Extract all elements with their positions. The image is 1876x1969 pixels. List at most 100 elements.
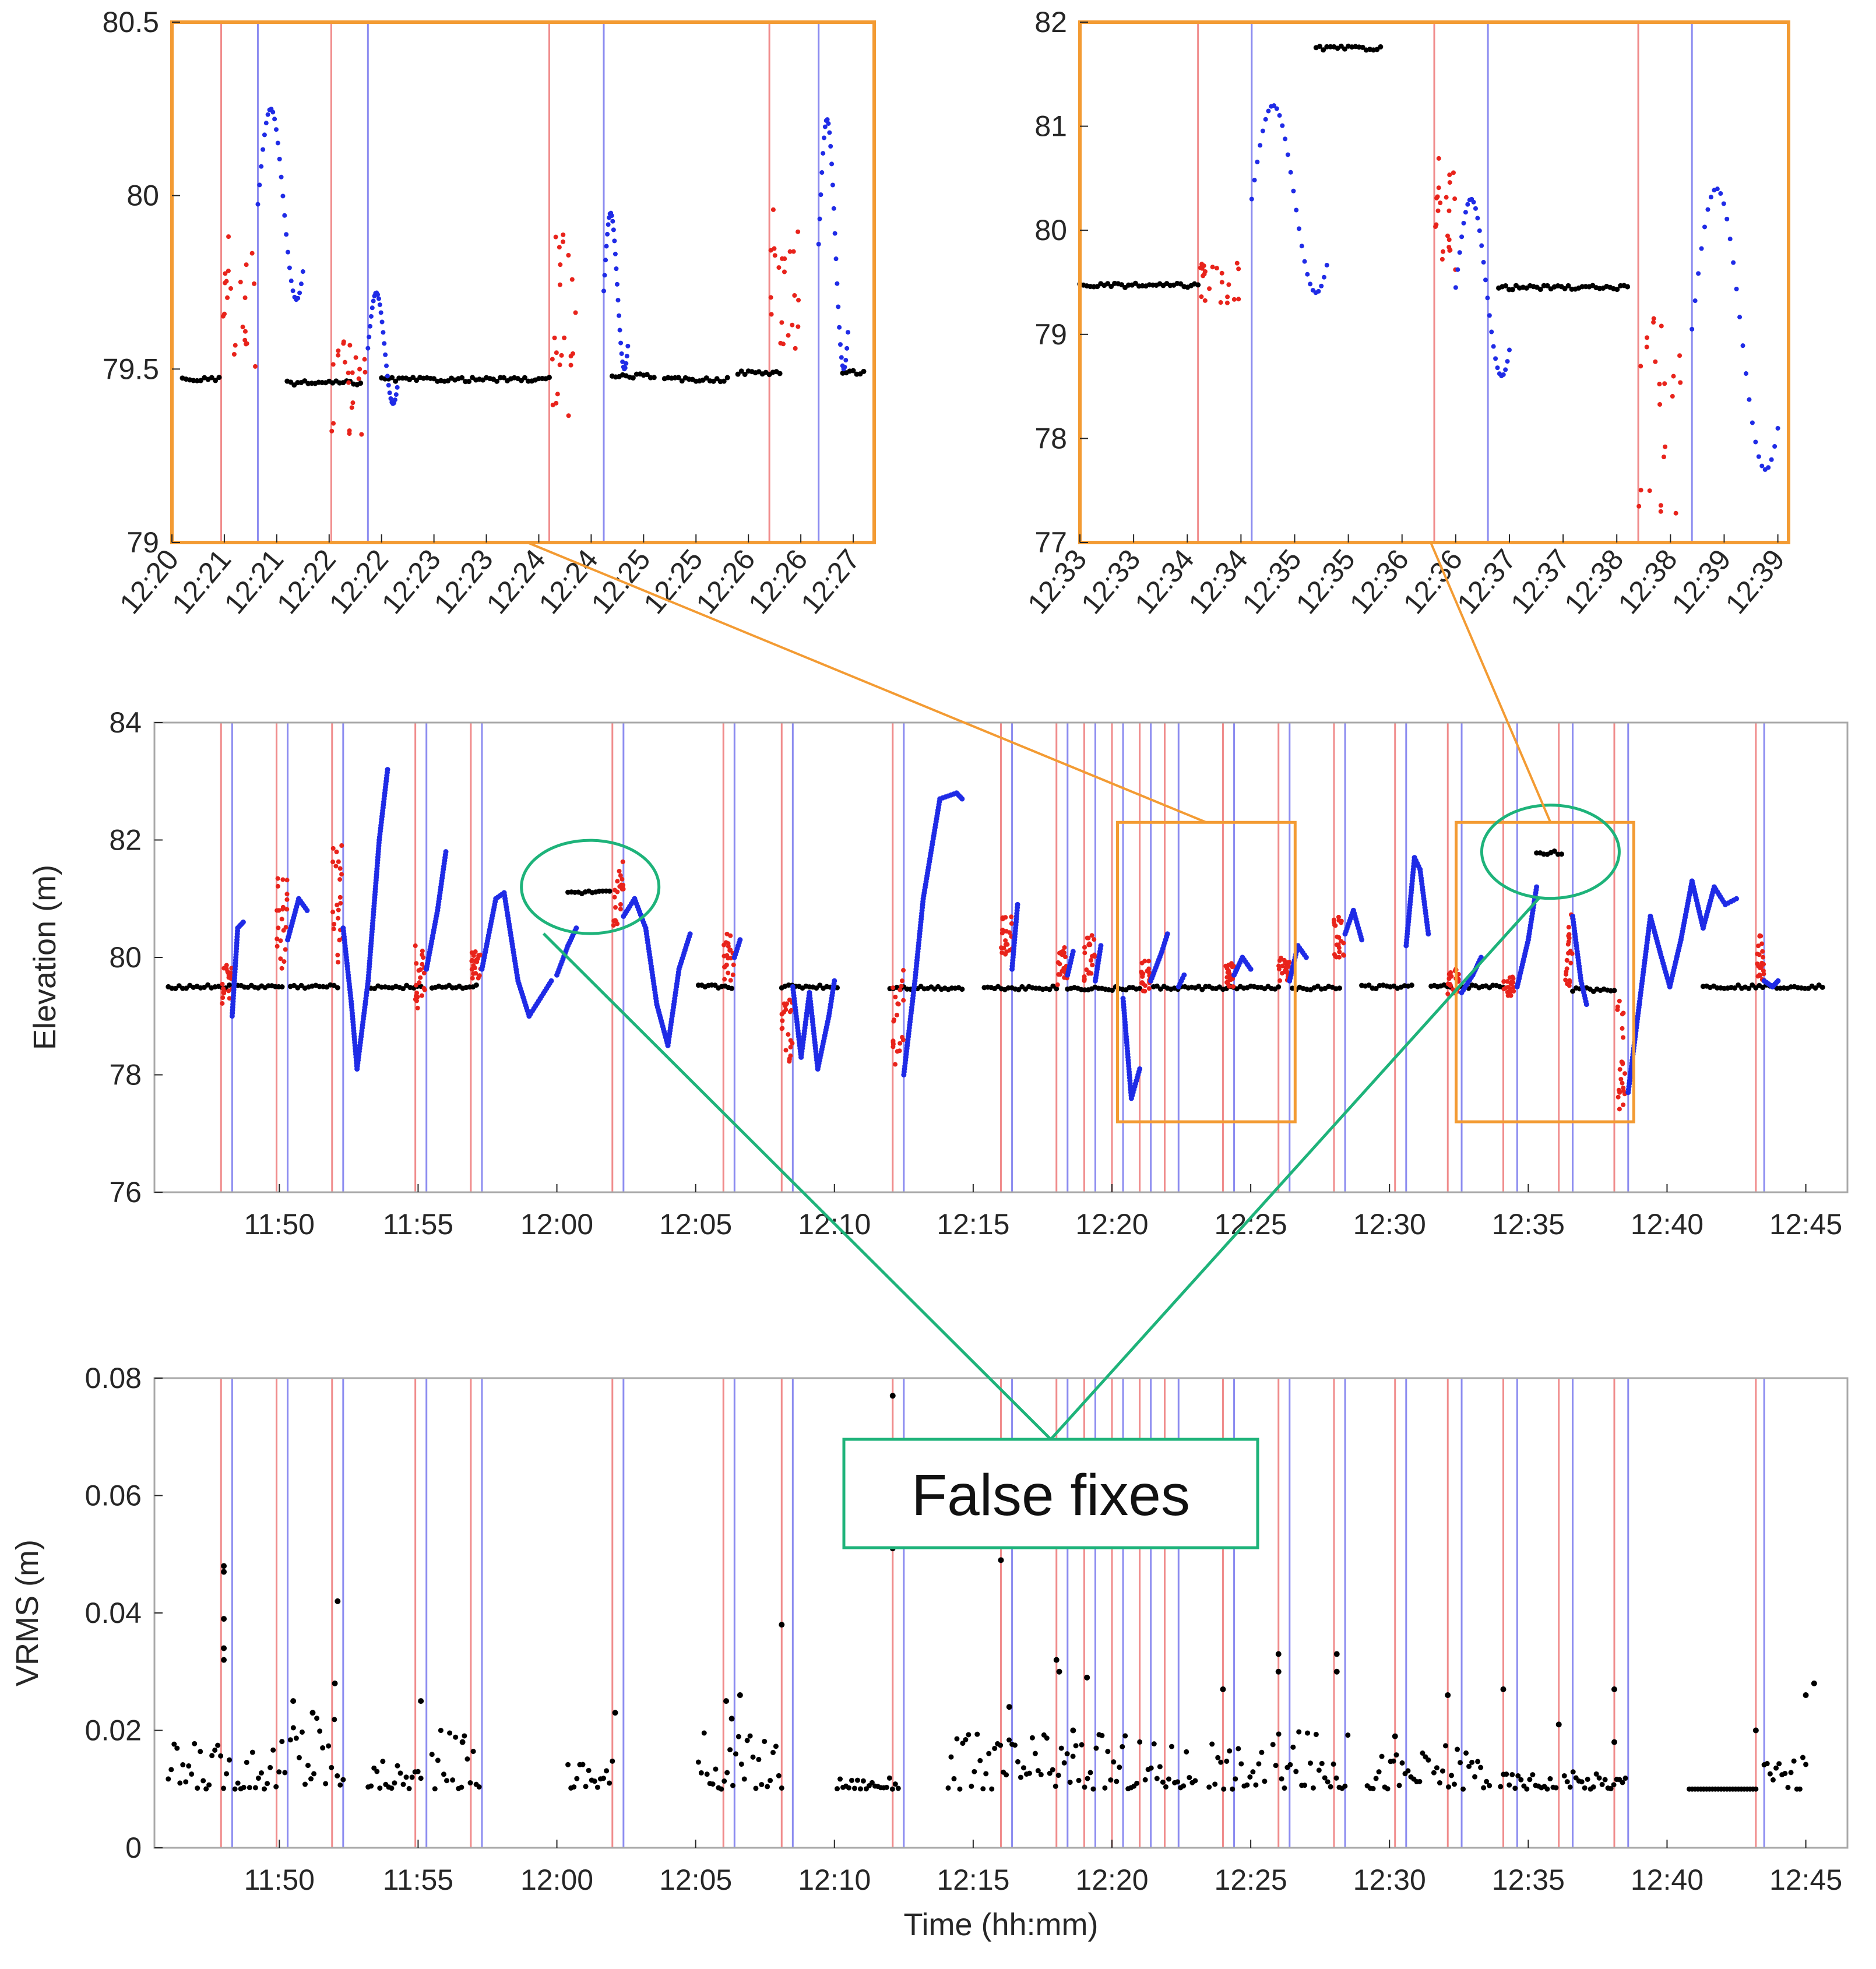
vrms-point [1256,1761,1262,1767]
blue-point [1534,884,1540,890]
vrms-point [218,1753,224,1759]
black-point [721,378,727,384]
x-tick-label: 12:05 [659,1208,732,1241]
black-point [1614,287,1620,293]
vrms-point [302,1781,308,1787]
vrms-outlier-23 [1084,1674,1090,1681]
red-point [796,324,801,329]
red-point [772,246,777,251]
vrms-point [1547,1776,1553,1782]
vrms-point [1460,1786,1466,1792]
false-fixes-label: False fixes [911,1463,1190,1528]
vrms-point [255,1776,261,1781]
red-point [359,432,364,437]
blue-point [1461,220,1466,226]
red-point [1622,1071,1628,1076]
x-tick-label: 12:26 [689,543,761,620]
red-point [1653,359,1658,364]
red-point [614,919,619,924]
blue-point [619,351,624,356]
blue-point [829,161,835,167]
blue-point [1483,277,1488,283]
vrms-segment-14 [1498,1771,1559,1792]
red-point [787,249,793,254]
vrms-outlier-21 [1056,1668,1062,1675]
black-point [213,378,219,383]
vrms-point [1504,1771,1509,1777]
vrms-point [1224,1758,1230,1764]
vrms-point [750,1754,756,1760]
vrms-point [963,1737,969,1743]
vrms-point [1117,1764,1122,1770]
red-point [620,876,625,882]
red-point [1617,998,1622,1003]
blue-point [614,281,620,287]
vrms-point [571,1784,577,1790]
vrms-point [235,1780,241,1786]
red-point [1336,918,1342,923]
black-point [216,375,222,381]
red-point [1277,978,1283,983]
vrms-point [459,1784,464,1790]
red-point [1444,195,1449,200]
red-point [415,1005,420,1010]
red-point [788,1045,793,1050]
vrms-point [1290,1744,1296,1750]
red-point [233,343,238,348]
vrms-point [1082,1784,1087,1790]
y-tick-label: 80 [109,941,142,974]
y-axis-label: VRMS (m) [10,1540,45,1686]
blue-point [1266,108,1271,114]
black-point [1409,982,1414,988]
vrms-point [762,1738,768,1744]
vrms-point [232,1786,238,1792]
vrms-point [1509,1771,1515,1777]
black-segment-2 [379,375,552,385]
vrms-outlier-15 [779,1622,785,1628]
vrms-point [1276,1731,1282,1737]
blue-point [822,135,827,140]
x-tick-label: 12:15 [937,1208,1009,1241]
red-point [780,256,785,261]
x-tick-label: 12:21 [218,543,290,620]
blue-point [1724,216,1730,221]
vrms-point [467,1780,473,1786]
black-segment-1 [235,982,285,991]
blue-point [1690,326,1695,332]
blue-point [1501,372,1506,377]
blue-point [270,110,276,115]
red-point [329,428,335,434]
red-point [1139,960,1145,966]
vrms-point [400,1781,406,1787]
vrms-segment-2 [287,1716,346,1788]
red-point [555,392,560,397]
vrms-point [392,1780,397,1786]
vrms-point [1391,1758,1396,1764]
red-point [1761,968,1766,973]
vrms-point [966,1732,972,1738]
red-point [893,994,898,999]
blue-point [1473,206,1478,211]
red-point [612,887,617,893]
vrms-point [753,1785,759,1791]
vrms-point [435,1757,441,1763]
blue-point [273,127,279,132]
x-tick-label: 12:35 [1492,1864,1565,1896]
blue-point [286,249,291,255]
red-point [1647,488,1652,494]
blue-track-10 [1009,901,1020,972]
vrms-point [438,1728,444,1734]
vrms-point [429,1752,435,1757]
vrms-point [1417,1778,1423,1784]
red-burst-14 [1276,956,1292,983]
vrms-point [1316,1767,1322,1773]
red-point [416,968,421,973]
vrms-point [756,1756,762,1762]
black-point [1562,286,1568,291]
vrms-point [710,1781,716,1787]
red-point [1638,488,1643,493]
vrms-point [1067,1780,1073,1785]
red-point [1644,344,1649,350]
red-point [899,984,904,989]
x-tick-label: 12:36 [1343,543,1415,620]
